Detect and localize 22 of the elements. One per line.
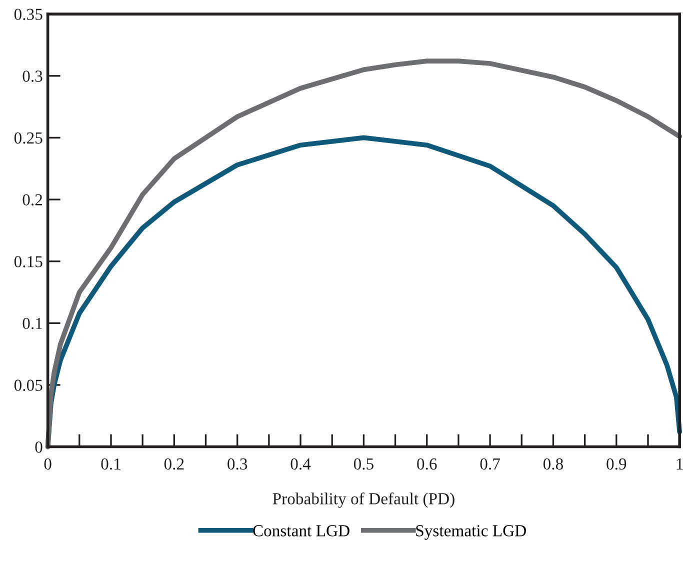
x-tick-label: 0.6 [417,458,437,470]
x-tick-label: 0.9 [606,458,626,470]
x-tick-label: 0.1 [101,458,120,470]
x-tick-label: 0.4 [290,458,311,470]
x-axis-title: Probability of Default (PD) [272,492,454,508]
y-tick-label: 0 [35,441,42,453]
y-tick-label: 0.35 [14,8,42,20]
y-tick-label: 0.25 [14,132,42,144]
x-tick-label: 0 [44,458,52,470]
x-tick-label: 0.7 [480,458,500,470]
x-tick-label: 0.2 [164,458,184,470]
x-tick-label: 0.5 [354,458,374,470]
y-tick-label: 0.3 [22,70,42,82]
y-tick-label: 0.05 [14,380,42,391]
y-tick-label: 0.15 [14,256,42,268]
x-tick-label: 0.8 [543,458,564,470]
y-tick-label: 0.2 [22,194,42,206]
legend-label: Constant LGD [253,525,350,536]
x-tick-label: 1 [676,458,683,470]
legend-label: Systematic LGD [416,525,526,540]
y-tick-label: 0.1 [22,318,42,330]
x-tick-label: 0.3 [228,458,248,470]
